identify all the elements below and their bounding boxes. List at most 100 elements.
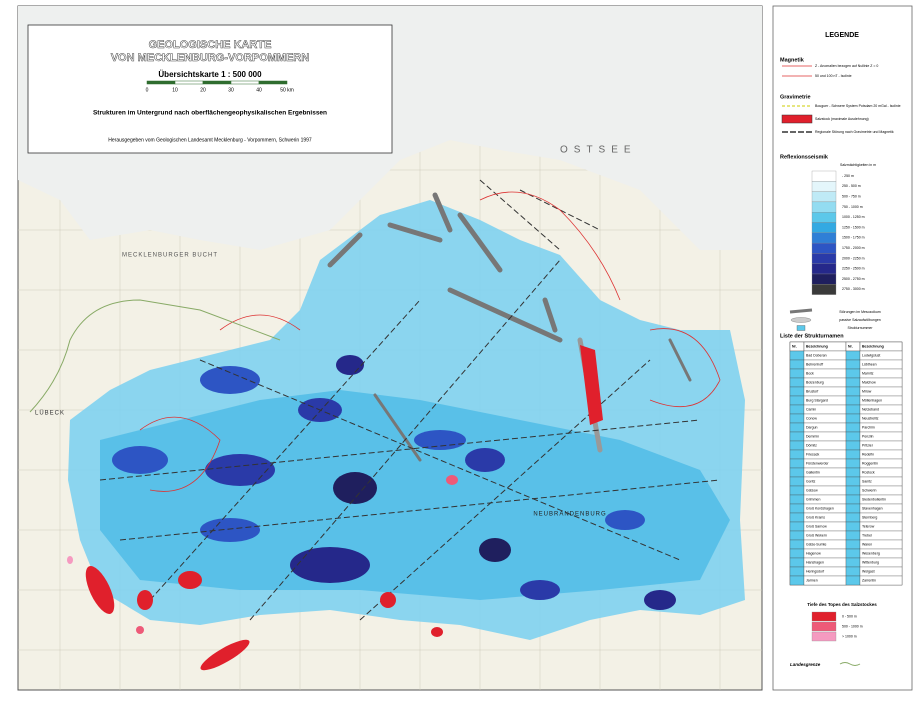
- structure-name: Hagenow: [806, 551, 821, 555]
- structure-name: Roggentin: [862, 461, 878, 465]
- structure-name: Stavenhagen: [862, 506, 883, 510]
- table-cell: [845, 530, 861, 541]
- table-cell: [789, 503, 805, 514]
- structure-name: Bock: [806, 371, 814, 375]
- table-cell: [789, 521, 805, 532]
- scale-segment: [258, 80, 288, 85]
- structure-name: Malchow: [862, 380, 876, 384]
- table-cell: [845, 566, 861, 577]
- table-cell: [789, 566, 805, 577]
- salt-domes: [67, 345, 603, 671]
- scale-bar: 0 10 20 30 40 50 km: [146, 80, 294, 93]
- table-cell: [789, 575, 805, 586]
- scale-segment: [202, 80, 232, 85]
- table-cell: [845, 494, 861, 505]
- structure-name: Trebel: [862, 533, 872, 537]
- scale-segment: [146, 80, 176, 85]
- structure-name: Goritz: [806, 479, 816, 483]
- table-cell: [789, 539, 805, 550]
- structure-name: Pritzier: [862, 443, 874, 447]
- table-cell: [845, 467, 861, 478]
- structure-name: Camin: [806, 407, 816, 411]
- legend-text: 2250 - 2500 m: [842, 267, 865, 271]
- structure-name: Heringsdorf: [806, 569, 824, 573]
- table-cell: [789, 476, 805, 487]
- legend-title: LEGENDE: [825, 32, 859, 39]
- table-cell: [845, 386, 861, 397]
- scale-label: 0: [146, 87, 149, 93]
- legend-text: 500 - 750 m: [842, 195, 861, 199]
- legend-text: - 250 m: [842, 174, 854, 178]
- table-cell: [789, 350, 805, 361]
- structure-name: Marnitz: [862, 371, 874, 375]
- header-box: [27, 24, 393, 154]
- structure-name: Boizenburg: [806, 380, 824, 384]
- table-cell: [845, 458, 861, 469]
- legend-text: 500 - 1000 m: [842, 624, 863, 628]
- table-cell: [845, 404, 861, 415]
- publisher: Herausgegeben vom Geologischen Landesamt…: [108, 137, 312, 143]
- table-header: Bezeichnung: [862, 344, 884, 348]
- table-cell: [845, 476, 861, 487]
- legend-swatch: [811, 621, 837, 632]
- structure-name: Penzlin: [862, 434, 874, 438]
- table-cell: [845, 350, 861, 361]
- legend-heading: Tiefe des Topes des Salzstockes: [807, 602, 877, 607]
- table-cell: [845, 368, 861, 379]
- legend-text: 1500 - 1750 m: [842, 236, 865, 240]
- structure-name: Parchim: [862, 425, 875, 429]
- legend-text: 2500 - 2750 m: [842, 277, 865, 281]
- table-cell: [845, 557, 861, 568]
- structure-name: Groß Kordshagen: [806, 506, 834, 510]
- table-cell: [789, 395, 805, 406]
- table-cell: [789, 422, 805, 433]
- title: GEOLOGISCHE KARTE: [149, 39, 272, 51]
- legend-heading: Reflexionsseismik: [780, 154, 829, 160]
- map-label: NEUBRANDENBURG: [533, 512, 606, 518]
- structure-name: Zarrentin: [862, 578, 876, 582]
- structure-name: Demmin: [806, 434, 819, 438]
- table-cell: [789, 377, 805, 388]
- salt-thickness-maxima: [112, 355, 676, 610]
- structure-name: Neustrelitz: [862, 416, 879, 420]
- legend-swatch: [811, 284, 837, 295]
- legend-symbol: [790, 317, 812, 323]
- structure-name: Groß Sarnow: [806, 524, 827, 528]
- scale-segment: [230, 80, 260, 85]
- seismic-deep: [100, 390, 730, 600]
- map-label: MECKLENBURGER BUCHT: [122, 253, 218, 259]
- table-cell: [845, 377, 861, 388]
- legend-swatch: [811, 212, 837, 223]
- structure-name: Mirow: [862, 389, 872, 393]
- legend-text: Z - Anomalien bezogen auf Nullinie Z = 0: [815, 64, 878, 68]
- table-cell: [789, 548, 805, 559]
- table-cell: [845, 422, 861, 433]
- legend-swatch: [811, 242, 837, 254]
- table-cell: [859, 575, 903, 586]
- legend-swatch: [811, 232, 837, 244]
- legend-symbol: [781, 114, 813, 124]
- structure-name: Wolgast: [862, 569, 875, 573]
- structure-name: Groß Krams: [806, 515, 825, 519]
- table-cell: [789, 440, 805, 451]
- structure-name: Hanshagen: [806, 560, 824, 564]
- title: VON MECKLENBURG-VORPOMMERN: [111, 52, 310, 64]
- table-cell: [845, 395, 861, 406]
- table-cell: [789, 557, 805, 568]
- legend-swatch: [811, 253, 837, 264]
- table-cell: [789, 359, 805, 370]
- structure-name: Teterow: [862, 524, 875, 528]
- legend-text: 1000 - 1250 m: [842, 215, 865, 219]
- structure-name: Schwerin: [862, 488, 876, 492]
- legend-text: 1750 - 2000 m: [842, 246, 865, 250]
- state-border: [29, 299, 281, 413]
- structure-name: Ludwigslust: [862, 353, 880, 357]
- table-cell: [789, 404, 805, 415]
- table-cell: [789, 386, 805, 397]
- table-cell: [789, 431, 805, 442]
- table-cell: [789, 485, 805, 496]
- structure-name: Gallentin: [806, 470, 820, 474]
- structure-name: Friesack: [806, 452, 819, 456]
- legend-heading: Magnetik: [780, 57, 805, 63]
